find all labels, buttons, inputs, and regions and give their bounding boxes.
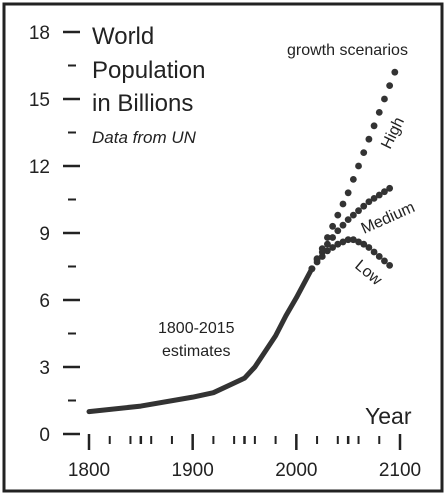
x-axis: 1800 1900 2000 2100 — [68, 434, 421, 481]
chart-title-line-1: World — [92, 23, 154, 50]
y-tick-label: 3 — [39, 358, 50, 379]
series-point-low — [334, 240, 342, 248]
x-tick-label: 1800 — [68, 460, 110, 481]
series-point-high — [365, 135, 373, 143]
x-tick-label: 1900 — [172, 460, 214, 481]
series-point-medium — [370, 194, 378, 202]
series-point-low — [344, 236, 352, 244]
series-point-medium — [360, 202, 368, 210]
series-point-medium — [349, 211, 357, 219]
series-point-high — [324, 234, 331, 241]
series-point-medium — [334, 227, 342, 235]
x-tick-label: 2000 — [275, 460, 317, 481]
series-point-low — [308, 265, 316, 273]
y-axis: 0 3 6 9 12 15 18 — [29, 23, 80, 446]
y-tick-label: 12 — [29, 157, 50, 178]
series-point-low — [375, 253, 383, 260]
chart-title-line-3: in Billions — [92, 90, 193, 117]
series-point-medium — [375, 191, 383, 199]
series-point-high — [355, 162, 362, 170]
series-point-medium — [329, 234, 337, 241]
y-tick-label: 18 — [29, 23, 50, 44]
series-point-medium — [344, 216, 352, 224]
y-tick-label: 9 — [39, 224, 50, 245]
series-point-low — [365, 244, 373, 251]
series-point-low — [386, 261, 394, 269]
series-point-high — [386, 82, 394, 89]
series-point-high — [339, 200, 347, 208]
estimates-label-line-2: estimates — [162, 343, 230, 360]
y-tick-label: 15 — [29, 90, 50, 111]
series-point-high — [349, 176, 357, 183]
series-point-low — [324, 247, 331, 255]
series-point-high — [344, 189, 352, 197]
series-point-medium — [355, 207, 362, 215]
series-point-medium — [324, 240, 331, 248]
x-axis-title: Year — [365, 403, 412, 429]
series-point-low — [360, 240, 368, 248]
y-tick-label: 6 — [39, 291, 50, 312]
series-point-high — [370, 122, 378, 130]
series-point-medium — [386, 184, 394, 192]
series-point-low — [381, 257, 388, 265]
series-point-low — [318, 253, 326, 260]
chart-title-line-2: Population — [92, 57, 205, 84]
series-point-high — [329, 222, 337, 230]
series-point-low — [329, 244, 337, 251]
series-point-low — [339, 238, 347, 246]
series-point-medium — [365, 198, 373, 206]
series-point-high — [360, 149, 368, 157]
x-tick-label: 2100 — [379, 460, 421, 481]
series-layer — [86, 68, 399, 415]
series-point-medium — [339, 221, 347, 229]
chart-subtitle: Data from UN — [92, 128, 197, 147]
series-point-low — [313, 258, 321, 266]
series-point-high — [334, 211, 342, 219]
series-point-medium — [381, 188, 388, 196]
estimates-label-line-1: 1800-2015 — [158, 320, 235, 337]
scenarios-label: growth scenarios — [287, 42, 408, 59]
series-point-high — [375, 109, 383, 116]
series-point-low — [355, 238, 362, 246]
series-point-low — [370, 248, 378, 256]
series-line-estimates — [86, 266, 315, 415]
y-tick-label: 0 — [39, 425, 50, 446]
series-point-high — [381, 95, 388, 103]
series-point-high — [391, 68, 399, 76]
series-point-low — [349, 236, 357, 244]
